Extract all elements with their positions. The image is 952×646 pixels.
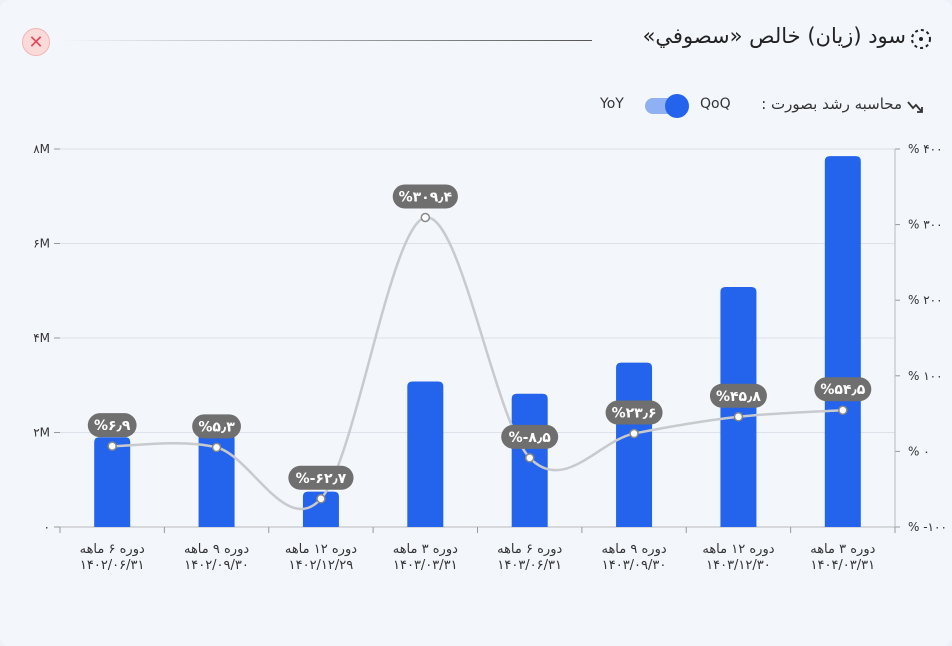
growth-data-label: %۵٫۳ — [198, 419, 235, 435]
left-axis-tick-label: ۰ — [44, 520, 50, 534]
growth-badge — [501, 424, 559, 449]
growth-data-label: %۶٫۹ — [94, 418, 131, 434]
trend-arrow-icon — [907, 101, 923, 113]
right-axis-tick-label: % ۴۰۰ — [908, 142, 943, 156]
x-tick-label-period: دوره ۹ ماهه — [184, 542, 249, 557]
growth-point — [316, 494, 326, 504]
x-tick-label-period: دوره ۱۲ ماهه — [285, 542, 357, 557]
growth-point — [420, 212, 431, 223]
growth-line — [112, 216, 843, 511]
x-tick-label-period: دوره ۶ ماهه — [80, 542, 145, 557]
growth-badge — [392, 184, 458, 209]
growth-point — [838, 405, 848, 415]
growth-point — [733, 412, 744, 422]
toggle-knob — [665, 94, 689, 118]
right-axis-tick-label: % ۳۰۰ — [908, 218, 943, 232]
x-tick-label-period: دوره ۱۲ ماهه — [702, 542, 774, 557]
growth-badge — [605, 400, 663, 425]
right-axis-tick-label: % ۰ — [908, 444, 930, 458]
x-tick-label-period: دوره ۹ ماهه — [601, 542, 666, 557]
growth-data-label: %۲۳٫۶ — [612, 406, 657, 422]
growth-point — [629, 428, 639, 439]
growth-badge — [814, 377, 872, 402]
growth-badge — [709, 383, 767, 408]
dotted-circle-icon — [911, 29, 931, 49]
growth-badge — [192, 414, 241, 439]
x-tick-label-date: ۱۴۰۲/۰۹/۳۰ — [184, 558, 249, 573]
left-axis-tick-label: ۶M — [33, 237, 50, 251]
growth-data-label: %۵۴٫۵ — [820, 382, 865, 398]
x-tick-label-date: ۱۴۰۳/۰۳/۳۱ — [393, 558, 458, 573]
x-tick-label-date: ۱۴۰۲/۰۶/۳۱ — [80, 558, 145, 573]
chart-title: سود (زیان) خالص «سصوفي» — [642, 24, 906, 48]
yoy-label: YoY — [600, 96, 624, 112]
right-axis-tick-label: % ۲۰۰ — [908, 293, 943, 307]
left-axis-tick-label: ۴M — [33, 331, 50, 345]
left-axis-tick-label: ۸M — [33, 142, 50, 156]
x-tick-label-period: دوره ۶ ماهه — [497, 542, 562, 557]
growth-data-label: %-۶۲٫۷ — [296, 471, 347, 487]
x-tick-label-period: دوره ۳ ماهه — [810, 542, 875, 557]
bar — [407, 381, 444, 527]
left-axis-tick-label: ۲M — [33, 426, 50, 440]
close-icon: ✕ — [28, 31, 44, 53]
growth-point — [211, 442, 222, 453]
growth-point — [107, 441, 117, 451]
bar — [824, 156, 861, 527]
x-tick-label-period: دوره ۳ ماهه — [393, 542, 458, 557]
right-axis-tick-label: % -۱۰۰ — [908, 520, 947, 534]
right-axis-tick-label: % ۱۰۰ — [908, 369, 943, 383]
growth-mode-toggle[interactable] — [645, 94, 689, 118]
x-tick-label-date: ۱۴۰۲/۱۲/۲۹ — [289, 558, 354, 573]
x-tick-label-date: ۱۴۰۳/۰۹/۳۰ — [602, 558, 667, 573]
growth-badge — [87, 413, 137, 438]
growth-mode-label: محاسبه رشد بصورت : — [761, 95, 902, 113]
x-tick-label-date: ۱۴۰۳/۰۶/۳۱ — [497, 558, 562, 573]
qoq-label: QoQ — [700, 96, 731, 112]
title-divider — [62, 40, 592, 41]
growth-point — [524, 453, 535, 463]
growth-data-label: %۳۰۹٫۴ — [399, 189, 453, 205]
close-button[interactable]: ✕ — [22, 28, 50, 56]
bar — [616, 362, 653, 527]
x-tick-label-date: ۱۴۰۴/۰۳/۳۱ — [811, 558, 876, 573]
bar — [198, 433, 235, 527]
bar — [94, 437, 131, 527]
growth-badge — [288, 465, 354, 490]
growth-data-label: %-۸٫۵ — [509, 430, 552, 446]
x-tick-label-date: ۱۴۰۳/۱۲/۳۰ — [706, 558, 771, 573]
bar — [302, 491, 339, 527]
growth-data-label: %۴۵٫۸ — [716, 389, 761, 405]
